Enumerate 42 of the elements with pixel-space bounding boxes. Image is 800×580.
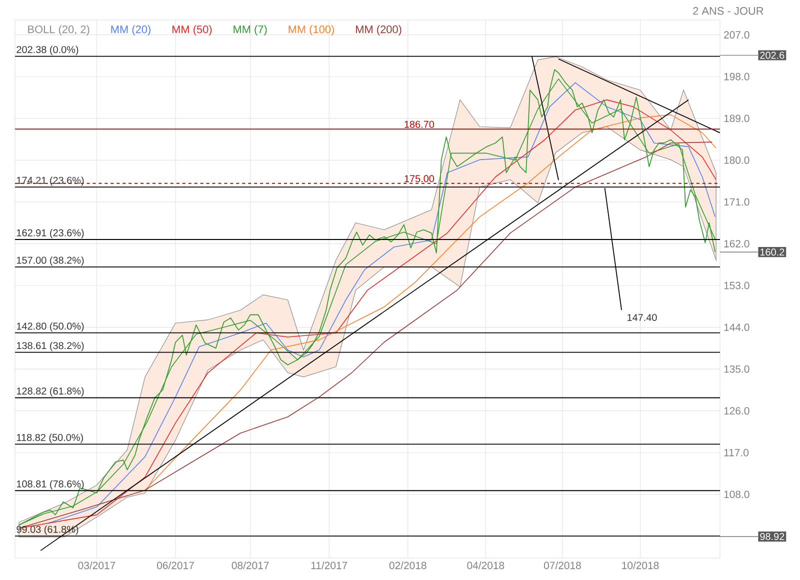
y-tick-label: 153.0	[724, 282, 750, 290]
y-tick-label: 207.0	[724, 31, 750, 39]
ref-line-label: 202.38 (0.0%)	[16, 46, 78, 56]
ref-line-label: 108.81 (78.6%)	[16, 480, 84, 490]
text: MM (200)	[356, 25, 402, 36]
ref-line-label: 118.82 (50.0%)	[16, 434, 83, 443]
x-tick-label: 07/2018	[544, 562, 581, 570]
y-tick-label: 162.0	[724, 240, 750, 248]
y-tick-label: 198.0	[724, 72, 750, 80]
ref-line-label: 128.82 (61.8%)	[16, 387, 84, 397]
text: MM (20)	[111, 25, 150, 36]
annotation: 160.2	[760, 248, 784, 256]
x-tick-label: 04/2018	[467, 562, 504, 570]
annotation: 98.92	[760, 533, 784, 540]
x-tick-label: 08/2017	[232, 562, 269, 570]
ref-line-label: 162.91 (23.6%)	[16, 229, 84, 238]
x-tick-label: 03/2017	[78, 562, 116, 570]
ref-line-label: 174.21 (23.6%)	[16, 176, 84, 186]
x-tick-label: 06/2017	[157, 562, 194, 570]
text: MM (50)	[172, 25, 212, 36]
y-tick-label: 108.0	[724, 490, 750, 498]
ref-line-label: 138.61 (38.2%)	[16, 342, 84, 352]
y-tick-label: 189.0	[724, 114, 750, 122]
x-tick-label: 11/2017	[311, 562, 348, 570]
annotation: 147.40	[628, 314, 657, 322]
text: MM (7)	[234, 25, 267, 36]
y-tick-label: 171.0	[724, 198, 750, 206]
legend-label: BOLL (20, 2)	[28, 25, 90, 36]
x-tick-label: 10/2018	[622, 562, 659, 570]
y-tick-label: 135.0	[724, 365, 750, 373]
ref-line-label: 186.70	[404, 120, 434, 128]
text: 2 ANS - JOUR	[693, 7, 764, 15]
ref-line-label: 157.00 (38.2%)	[16, 256, 84, 266]
y-tick-label: 180.0	[724, 156, 750, 164]
ref-line-label: 175.00	[404, 175, 434, 182]
text: MM (100)	[288, 25, 334, 36]
y-tick-label: 117.0	[724, 448, 749, 456]
x-tick-label: 02/2018	[389, 562, 426, 570]
annotation: 202.6	[760, 52, 784, 59]
y-tick-label: 126.0	[724, 407, 750, 415]
y-tick-label: 144.0	[724, 324, 750, 331]
ref-line-label: 142.80 (50.0%)	[16, 322, 84, 332]
